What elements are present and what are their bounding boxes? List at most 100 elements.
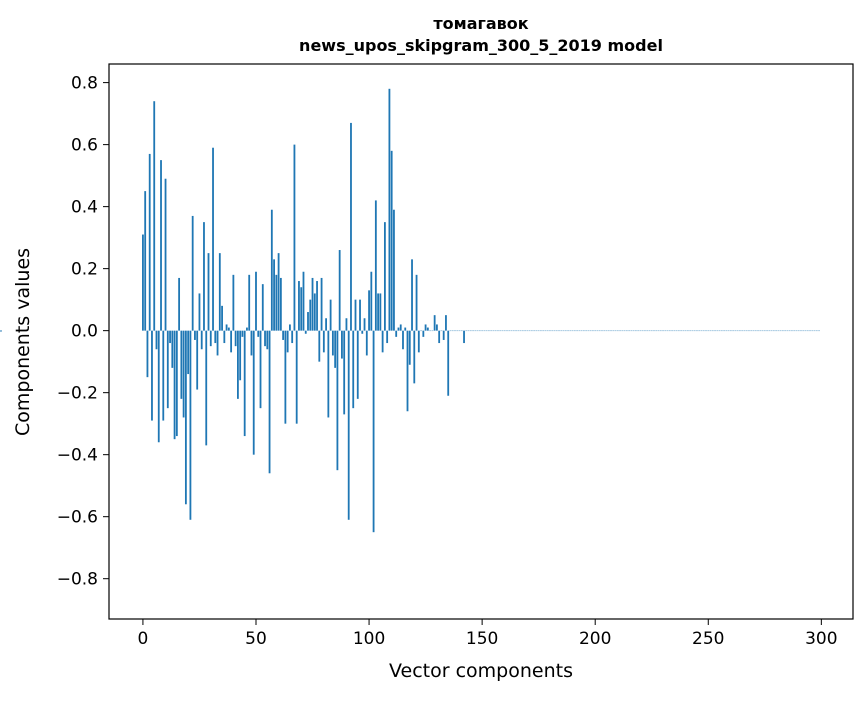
y-tick-label: −0.6 <box>57 508 98 528</box>
bar <box>309 300 311 331</box>
bar <box>334 331 336 368</box>
bar <box>190 331 192 520</box>
bar <box>153 101 155 330</box>
bar <box>400 324 402 330</box>
bar <box>199 293 201 330</box>
bar <box>357 331 359 399</box>
bar <box>167 331 169 409</box>
bar <box>275 275 277 331</box>
bar <box>343 331 345 415</box>
bar <box>196 331 198 390</box>
bar <box>212 148 214 331</box>
bar <box>223 331 225 343</box>
bar <box>176 331 178 436</box>
bar <box>416 275 418 331</box>
bar <box>411 259 413 330</box>
bar <box>237 331 239 399</box>
bar <box>178 278 180 331</box>
bar <box>287 331 289 353</box>
bar <box>147 331 149 378</box>
bar <box>355 300 357 331</box>
bar <box>332 331 334 356</box>
bar <box>330 300 332 331</box>
bar <box>205 331 207 446</box>
bar <box>174 331 176 440</box>
bar <box>282 331 284 340</box>
bar <box>187 331 189 374</box>
bar <box>418 331 420 353</box>
bar <box>284 331 286 424</box>
bar <box>425 324 427 330</box>
y-tick-label: 0.2 <box>71 260 98 280</box>
bar <box>427 328 429 331</box>
bar <box>377 293 379 330</box>
bar <box>434 315 436 331</box>
bar <box>144 191 146 331</box>
x-tick-label: 50 <box>245 629 267 649</box>
bar <box>379 293 381 330</box>
bar <box>463 331 465 343</box>
bar <box>386 331 388 343</box>
bar <box>443 331 445 340</box>
bar <box>314 293 316 330</box>
bar <box>291 331 293 343</box>
bar <box>436 324 438 330</box>
bar <box>438 331 440 343</box>
bar <box>389 89 391 331</box>
bar <box>219 253 221 331</box>
y-tick-label: 0.0 <box>71 322 98 342</box>
bar <box>361 331 363 334</box>
bar <box>235 331 237 347</box>
y-tick-label: 0.6 <box>71 136 98 156</box>
y-tick-label: 0.4 <box>71 198 98 218</box>
bar <box>242 331 244 337</box>
bar <box>165 179 167 331</box>
bar <box>321 278 323 331</box>
bar <box>350 123 352 331</box>
bar <box>289 324 291 330</box>
bar <box>298 281 300 331</box>
bar <box>318 331 320 362</box>
x-tick-label: 0 <box>138 629 149 649</box>
bar <box>294 145 296 331</box>
bar <box>341 331 343 359</box>
bar <box>169 331 171 343</box>
bar <box>208 253 210 331</box>
bar <box>409 331 411 365</box>
bar <box>296 331 298 424</box>
bar <box>210 331 212 347</box>
bar <box>201 331 203 350</box>
bar <box>368 290 370 330</box>
bar <box>407 331 409 412</box>
bar <box>269 331 271 474</box>
bar <box>370 272 372 331</box>
bar <box>366 331 368 356</box>
bar <box>422 331 424 337</box>
bar <box>398 328 400 331</box>
bar <box>327 331 329 418</box>
y-tick-label: −0.4 <box>57 446 98 466</box>
bar <box>230 331 232 353</box>
bar <box>271 210 273 331</box>
bar <box>183 331 185 418</box>
bar <box>359 300 361 331</box>
bar <box>273 259 275 330</box>
y-tick-label: 0.8 <box>71 74 98 94</box>
bar <box>445 315 447 331</box>
bar <box>246 328 248 331</box>
x-axis-label: Vector components <box>389 660 573 682</box>
bar <box>248 275 250 331</box>
bar <box>251 331 253 356</box>
y-tick-label: −0.8 <box>57 570 98 590</box>
bar <box>395 331 397 337</box>
bar <box>402 331 404 350</box>
bar <box>447 331 449 396</box>
bar <box>325 318 327 330</box>
bar <box>305 331 307 334</box>
y-tick-label: −0.2 <box>57 384 98 404</box>
bar <box>391 151 393 331</box>
bar <box>232 275 234 331</box>
x-tick-label: 300 <box>805 629 837 649</box>
bar <box>149 154 151 331</box>
